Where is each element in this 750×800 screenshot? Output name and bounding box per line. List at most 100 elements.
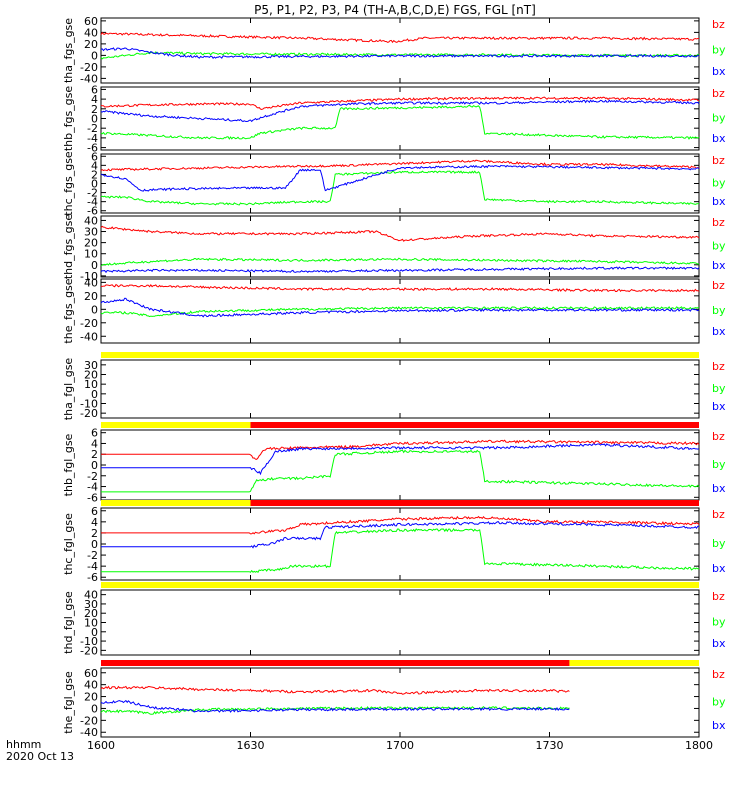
panel-frame-thd_fgl_gse — [100, 589, 700, 656]
ytick-label-thb_fgs_gse-1: 4 — [91, 93, 98, 106]
ylabel-thd_fgl_gse: thd_fgl_gse — [62, 591, 75, 654]
ytick-label-thc_fgs_gse-5: -4 — [87, 196, 98, 209]
ytick-label-thb_fgs_gse-5: -4 — [87, 132, 98, 145]
legend-the_fgs_gse-bz: bz — [712, 279, 725, 292]
series-thb_fgs_gse-bz — [100, 96, 699, 111]
legend-thd_fgs_gse-bz: bz — [712, 216, 725, 229]
ytick-label-thd_fgl_gse-6: -20 — [80, 644, 98, 657]
ytick-label-thc_fgl_gse-0: 6 — [91, 505, 98, 518]
legend-thc_fgl_gse-bz: bz — [712, 508, 725, 521]
series-thc_fgl_gse-by — [101, 527, 700, 574]
series-thc_fgs_gse-by — [100, 170, 699, 206]
xtick-label-2: 1700 — [386, 739, 414, 752]
ytick-label-thd_fgl_gse-0: 40 — [84, 589, 98, 602]
ytick-label-tha_fgl_gse-5: -20 — [80, 407, 98, 420]
panel-frame-the_fgl_gse — [100, 667, 700, 738]
series-tha_fgs_gse-bx — [100, 47, 700, 59]
ytick-label-thd_fgs_gse-4: 0 — [91, 259, 98, 272]
ytick-label-thb_fgl_gse-1: 4 — [91, 437, 98, 450]
chart-title: P5, P1, P2, P3, P4 (TH-A,B,C,D,E) FGS, F… — [254, 3, 536, 17]
ylabel-thd_fgs_gse: thd_fgs_gse — [62, 214, 75, 280]
ytick-label-thc_fgs_gse-2: 2 — [91, 168, 98, 181]
ytick-label-the_fgl_gse-3: 0 — [91, 702, 98, 715]
legend-tha_fgl_gse-bz: bz — [712, 360, 725, 373]
ytick-label-the_fgs_gse-2: 0 — [91, 303, 98, 316]
ytick-label-thb_fgl_gse-2: 2 — [91, 448, 98, 461]
legend-tha_fgl_gse-by: by — [712, 382, 726, 395]
ytick-label-thb_fgs_gse-0: 6 — [91, 83, 98, 96]
series-the_fgs_gse-bx — [100, 297, 700, 318]
ytick-label-thd_fgl_gse-3: 10 — [84, 617, 98, 630]
ytick-label-the_fgs_gse-4: -40 — [80, 330, 98, 343]
ytick-label-tha_fgl_gse-1: 20 — [84, 369, 98, 382]
ylabel-tha_fgs_gse: tha_fgs_gse — [62, 18, 75, 83]
ytick-label-tha_fgs_gse-2: 20 — [84, 38, 98, 51]
ytick-label-thc_fgl_gse-6: -6 — [87, 571, 98, 584]
status-bar-the_fgl_gse-1 — [569, 660, 699, 666]
status-bar-thc_fgl_gse-0 — [101, 500, 251, 506]
legend-thc_fgs_gse-bx: bx — [712, 195, 726, 208]
ytick-label-thc_fgs_gse-1: 4 — [91, 159, 98, 172]
ytick-label-tha_fgs_gse-0: 60 — [84, 15, 98, 28]
ylabel-thc_fgl_gse: thc_fgl_gse — [62, 513, 75, 575]
status-bar-thb_fgl_gse-1 — [250, 422, 699, 428]
xtick-label-0: 1600 — [87, 739, 115, 752]
ytick-label-thb_fgs_gse-4: -2 — [87, 122, 98, 135]
series-the_fgl_gse-bx — [100, 699, 570, 713]
ytick-label-thb_fgs_gse-2: 2 — [91, 103, 98, 116]
legend-thd_fgs_gse-bx: bx — [712, 259, 726, 272]
ytick-label-the_fgl_gse-5: -40 — [80, 726, 98, 739]
ytick-label-thd_fgs_gse-3: 10 — [84, 248, 98, 261]
ytick-label-thc_fgl_gse-4: -2 — [87, 549, 98, 562]
ytick-label-thd_fgs_gse-5: -10 — [80, 270, 98, 283]
series-thb_fgl_gse-bx — [101, 443, 700, 476]
series-thd_fgs_gse-bx — [100, 266, 700, 274]
legend-tha_fgl_gse-bx: bx — [712, 400, 726, 413]
ytick-label-tha_fgs_gse-3: 0 — [91, 49, 98, 62]
status-bar-tha_fgl_gse-0 — [101, 352, 699, 358]
ytick-label-tha_fgs_gse-4: -20 — [80, 61, 98, 74]
xtick-label-1: 1630 — [237, 739, 265, 752]
ytick-label-thc_fgl_gse-1: 4 — [91, 516, 98, 529]
ylabel-thb_fgl_gse: thb_fgl_gse — [62, 433, 75, 496]
legend-thd_fgs_gse-by: by — [712, 240, 726, 253]
series-thc_fgl_gse-bx — [101, 521, 699, 549]
ytick-label-thd_fgs_gse-2: 20 — [84, 237, 98, 250]
ytick-label-thb_fgl_gse-3: 0 — [91, 459, 98, 472]
ytick-label-thb_fgl_gse-5: -4 — [87, 481, 98, 494]
panel-frame-thd_fgs_gse — [100, 215, 700, 278]
legend-thb_fgl_gse-bx: bx — [712, 482, 726, 495]
ytick-label-tha_fgl_gse-2: 10 — [84, 378, 98, 391]
series-thb_fgl_gse-by — [101, 449, 700, 493]
ytick-label-the_fgs_gse-3: -20 — [80, 317, 98, 330]
legend-thb_fgl_gse-by: by — [712, 458, 726, 471]
xtick-label-4: 1800 — [685, 739, 713, 752]
series-thc_fgs_gse-bz — [100, 159, 700, 172]
ytick-label-thc_fgl_gse-3: 0 — [91, 538, 98, 551]
xtick-label-3: 1730 — [536, 739, 564, 752]
series-the_fgs_gse-bz — [100, 283, 700, 293]
legend-thb_fgs_gse-bx: bx — [712, 132, 726, 145]
legend-thb_fgl_gse-bz: bz — [712, 430, 725, 443]
ytick-label-tha_fgl_gse-0: 30 — [84, 359, 98, 372]
legend-the_fgl_gse-bz: bz — [712, 668, 725, 681]
legend-the_fgl_gse-by: by — [712, 696, 726, 709]
ytick-label-thc_fgs_gse-0: 6 — [91, 150, 98, 163]
legend-thb_fgs_gse-bz: bz — [712, 87, 725, 100]
status-bar-thb_fgl_gse-0 — [101, 422, 251, 428]
ytick-label-the_fgl_gse-1: 40 — [84, 679, 98, 692]
ylabel-thc_fgs_gse: thc_fgs_gse — [62, 151, 75, 216]
series-thc_fgl_gse-bz — [101, 515, 700, 535]
series-thb_fgl_gse-bz — [101, 439, 700, 460]
ytick-label-the_fgl_gse-0: 60 — [84, 667, 98, 680]
legend-the_fgs_gse-by: by — [712, 304, 726, 317]
ytick-label-the_fgs_gse-0: 40 — [84, 276, 98, 289]
